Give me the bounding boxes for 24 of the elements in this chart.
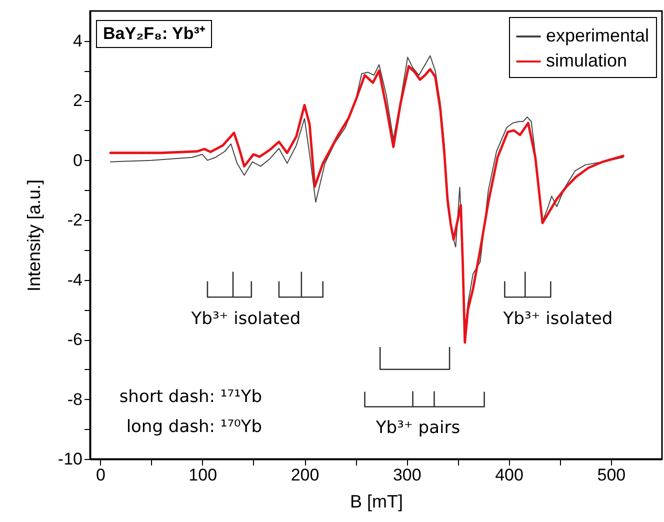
x-tick-label: 100 bbox=[188, 466, 218, 484]
y-tick-label: -4 bbox=[67, 270, 82, 290]
y-axis-title: Intensity [a.u.] bbox=[24, 179, 44, 292]
x-tick-label: 500 bbox=[597, 466, 626, 484]
y-tick-label: -6 bbox=[67, 330, 82, 350]
x-tick-label: 400 bbox=[495, 466, 524, 484]
annotation: long dash: ¹⁷⁰Yb bbox=[126, 417, 262, 437]
annotation: short dash: ¹⁷¹Yb bbox=[119, 387, 262, 407]
y-tick-label: -10 bbox=[58, 450, 82, 468]
y-tick-label: -2 bbox=[67, 210, 82, 230]
y-tick-label: 0 bbox=[73, 150, 82, 170]
x-tick-label: 0 bbox=[96, 466, 106, 484]
x-axis-title: B [mT] bbox=[350, 492, 403, 512]
x-tick-label: 300 bbox=[392, 466, 422, 484]
annotation: BaY₂F₈: Yb³⁺ bbox=[96, 20, 212, 48]
x-tick-label: 200 bbox=[290, 466, 320, 484]
legend-label: simulation bbox=[546, 50, 628, 70]
y-tick-label: -8 bbox=[67, 390, 82, 409]
legend-label: experimental bbox=[546, 26, 650, 46]
annotation: Yb³⁺ isolated bbox=[503, 309, 613, 329]
annotation: Yb³⁺ isolated bbox=[191, 309, 301, 329]
annotation: Yb³⁺ pairs bbox=[376, 418, 460, 438]
y-tick-label: 2 bbox=[73, 91, 82, 110]
y-tick-label: 4 bbox=[73, 31, 82, 50]
